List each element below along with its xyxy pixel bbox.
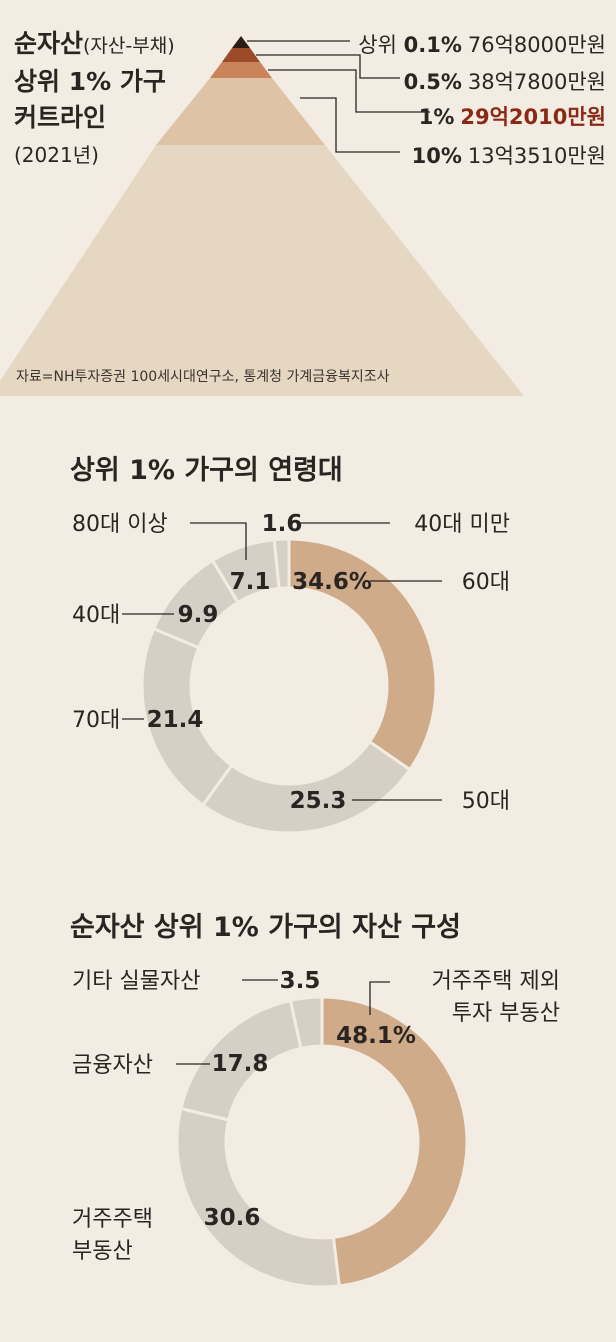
age-category-label: 70대 xyxy=(72,708,120,733)
pyramid-title-paren: (자산-부채) xyxy=(83,35,175,57)
pyramid-label-01pct: 상위 0.1% 76억8000만원 xyxy=(358,33,606,57)
asset-value-label: 17.8 xyxy=(212,1051,269,1077)
label-pct: 1% xyxy=(419,105,455,129)
label-prefix: 상위 xyxy=(358,33,403,57)
pyramid-tier-10pct xyxy=(156,78,325,145)
age-value-label: 1.6 xyxy=(262,511,303,537)
asset-slice xyxy=(288,995,324,1051)
asset-value-label: 30.6 xyxy=(204,1205,261,1231)
asset-slice xyxy=(320,995,469,1288)
connector-10pct xyxy=(300,97,400,153)
pyramid-title: 순자산 xyxy=(14,29,83,58)
age-donut-chart: 34.6% 25.3 21.4 9.9 7.1 1.6 60대 50대 70대 40대 80대 이상… xyxy=(72,511,510,835)
asset-value-label: 3.5 xyxy=(280,968,321,994)
asset-value-label: 48.1% xyxy=(336,1023,416,1049)
source-note: 자료=NH투자증권 100세시대연구소, 통계청 가계금융복지조사 xyxy=(16,369,390,385)
asset-slice xyxy=(175,1106,341,1289)
asset-chart-title: 순자산 상위 1% 가구의 자산 구성 xyxy=(70,912,461,943)
pyramid-subtitle-line1: 상위 1% 가구 xyxy=(14,67,166,96)
label-pct: 0.5% xyxy=(404,70,462,94)
age-category-label: 40대 xyxy=(72,603,120,628)
age-category-label: 40대 미만 xyxy=(414,512,510,537)
age-value-label: 21.4 xyxy=(147,707,204,733)
age-slice xyxy=(287,537,438,772)
pyramid-subtitle-line2: 커트라인 xyxy=(14,103,106,132)
asset-leader-line xyxy=(369,981,390,1015)
asset-category-label: 거주주택 xyxy=(72,1207,153,1232)
label-pct: 0.1% xyxy=(404,33,462,57)
asset-category-label: 부동산 xyxy=(72,1239,133,1264)
age-category-label: 80대 이상 xyxy=(72,512,168,537)
pyramid-label-05pct: 0.5% 38억7800만원 xyxy=(404,70,606,94)
connector-1pct xyxy=(268,69,430,113)
pyramid-connectors xyxy=(247,40,430,153)
pyramid-tier-01pct xyxy=(232,36,250,48)
label-amount-highlight: 29억2010만원 xyxy=(460,105,606,129)
section-divider xyxy=(0,396,616,412)
label-amount: 13억3510만원 xyxy=(468,144,606,168)
asset-category-label: 거주주택 제외 xyxy=(432,969,560,994)
age-category-label: 50대 xyxy=(462,789,510,814)
pyramid-tier-05pct xyxy=(222,48,260,62)
pyramid-base xyxy=(0,145,524,396)
age-value-label: 9.9 xyxy=(178,602,219,628)
age-leader-line xyxy=(190,522,247,560)
asset-category-label: 금융자산 xyxy=(72,1053,153,1078)
label-amount: 76억8000만원 xyxy=(468,33,606,57)
label-pct: 10% xyxy=(412,144,462,168)
asset-category-label: 투자 부동산 xyxy=(452,1001,560,1026)
age-value-label: 25.3 xyxy=(290,788,347,814)
connector-05pct xyxy=(256,54,400,79)
age-value-label: 7.1 xyxy=(230,569,271,595)
pyramid-year-note: (2021년) xyxy=(14,143,99,167)
pyramid-chart xyxy=(0,36,524,396)
age-slice xyxy=(272,537,291,591)
asset-category-label: 기타 실물자산 xyxy=(72,969,200,994)
pyramid-label-10pct: 10% 13억3510만원 xyxy=(412,144,606,168)
age-chart-title: 상위 1% 가구의 연령대 xyxy=(70,455,343,486)
age-slice xyxy=(200,739,412,835)
pyramid-title-row: 순자산(자산-부채) xyxy=(14,29,175,58)
pyramid-tier-1pct xyxy=(210,62,272,78)
label-amount: 38억7800만원 xyxy=(468,70,606,94)
pyramid-label-1pct: 1% 29억2010만원 xyxy=(419,105,606,129)
age-category-label: 60대 xyxy=(462,570,510,595)
age-value-label: 34.6% xyxy=(292,569,372,595)
